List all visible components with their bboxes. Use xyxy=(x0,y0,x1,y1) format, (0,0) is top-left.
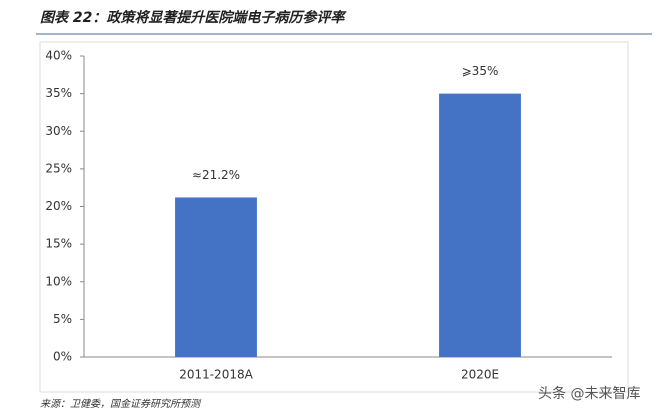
source-note: 来源：卫健委，国金证券研究所预测 xyxy=(40,398,202,410)
chart-frame xyxy=(39,41,629,393)
y-tick-label: 30% xyxy=(45,124,72,138)
watermark: 头条 @未来智库 xyxy=(538,385,640,402)
y-tick-label: 25% xyxy=(45,161,72,175)
y-tick-label: 20% xyxy=(45,199,72,213)
value-label: ⩾35% xyxy=(462,64,499,78)
y-tick-label: 15% xyxy=(45,237,72,251)
bar xyxy=(175,197,257,357)
chart-title: 图表 22：政策将显著提升医院端电子病历参评率 xyxy=(40,9,347,26)
y-tick-label: 10% xyxy=(45,274,72,288)
value-label: ≈21.2% xyxy=(192,168,240,182)
y-tick-label: 40% xyxy=(45,49,72,63)
x-tick-label: 2020E xyxy=(461,368,499,382)
y-tick-label: 0% xyxy=(53,350,72,364)
y-tick-label: 5% xyxy=(53,312,72,326)
bar xyxy=(439,93,521,357)
x-tick-label: 2011-2018A xyxy=(179,368,253,382)
y-tick-label: 35% xyxy=(45,86,72,100)
